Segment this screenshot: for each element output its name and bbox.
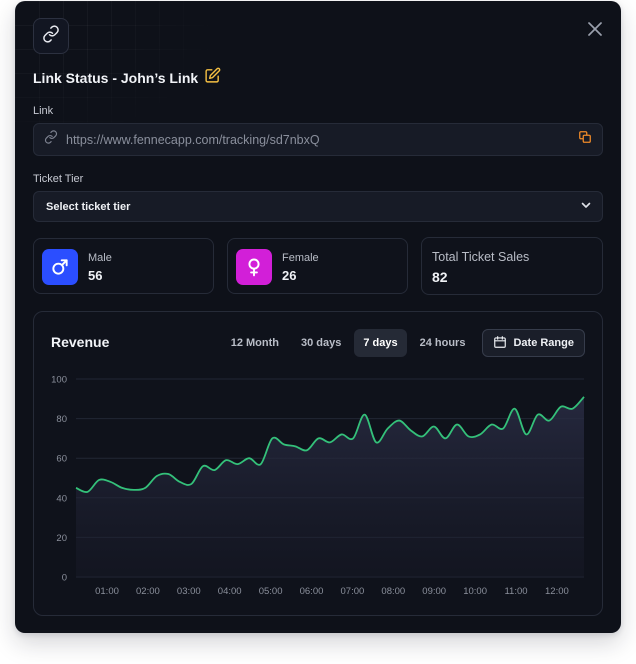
male-stat-card: Male 56 [33, 238, 214, 294]
link-icon [42, 24, 60, 48]
link-url: https://www.fennecapp.com/tracking/sd7nb… [66, 132, 320, 147]
x-tick-label: 02:00 [136, 586, 160, 597]
copy-icon[interactable] [578, 130, 592, 149]
link-label: Link [33, 105, 54, 117]
total-sales-value: 82 [432, 269, 448, 285]
calendar-icon [493, 335, 507, 352]
total-sales-label: Total Ticket Sales [432, 250, 530, 264]
link-field-icon [44, 130, 58, 149]
x-tick-label: 05:00 [259, 586, 283, 597]
male-value: 56 [88, 268, 103, 283]
female-value: 26 [282, 268, 297, 283]
link-status-modal: Link Status - John’s Link Link https://w… [15, 1, 621, 633]
female-icon [236, 249, 272, 285]
x-tick-label: 07:00 [341, 586, 365, 597]
chevron-down-icon [580, 198, 592, 216]
revenue-title: Revenue [51, 334, 110, 350]
close-icon [588, 21, 602, 41]
time-range-tabs: 12 Month 30 days 7 days 24 hours Date Ra… [222, 329, 585, 357]
tab-30-days[interactable]: 30 days [300, 337, 342, 349]
ticket-tier-placeholder: Select ticket tier [46, 200, 131, 213]
title-row: Link Status - John’s Link [33, 67, 221, 89]
y-tick-label: 60 [56, 454, 67, 465]
y-tick-label: 0 [62, 573, 67, 584]
tab-24-hours[interactable]: 24 hours [419, 337, 466, 349]
y-tick-label: 100 [51, 375, 67, 386]
tab-7-days[interactable]: 7 days [354, 329, 407, 357]
male-label: Male [88, 252, 112, 264]
x-tick-label: 01:00 [95, 586, 119, 597]
ticket-tier-label: Ticket Tier [33, 173, 84, 185]
ticket-tier-select[interactable]: Select ticket tier [33, 191, 603, 222]
y-tick-label: 40 [56, 493, 67, 504]
revenue-line [75, 396, 585, 493]
revenue-area [76, 396, 584, 577]
page-title: Link Status - John’s Link [33, 70, 199, 86]
x-tick-label: 12:00 [545, 586, 569, 597]
date-range-label: Date Range [513, 337, 574, 349]
edit-icon[interactable] [204, 67, 221, 89]
link-field[interactable]: https://www.fennecapp.com/tracking/sd7nb… [33, 123, 603, 156]
x-tick-label: 10:00 [463, 586, 487, 597]
y-tick-label: 20 [56, 533, 67, 544]
x-tick-label: 06:00 [300, 586, 324, 597]
male-icon [42, 249, 78, 285]
close-button[interactable] [583, 19, 607, 43]
revenue-chart: 0 20 40 60 80 100 01:00 02:00 03:00 04:00 05:00 06:… [51, 375, 585, 597]
x-tick-label: 11:00 [504, 586, 527, 597]
female-label: Female [282, 252, 319, 264]
revenue-panel: Revenue 12 Month 30 days 7 days 24 hours… [33, 311, 603, 616]
link-icon-box [33, 18, 69, 54]
female-stat-card: Female 26 [227, 238, 408, 294]
total-sales-card: Total Ticket Sales 82 [421, 237, 603, 295]
x-tick-label: 09:00 [422, 586, 446, 597]
date-range-button[interactable]: Date Range [482, 329, 585, 357]
x-tick-label: 04:00 [218, 586, 242, 597]
x-tick-label: 08:00 [381, 586, 405, 597]
y-tick-label: 80 [56, 414, 67, 425]
x-tick-label: 03:00 [177, 586, 201, 597]
tab-12-month[interactable]: 12 Month [230, 337, 279, 349]
